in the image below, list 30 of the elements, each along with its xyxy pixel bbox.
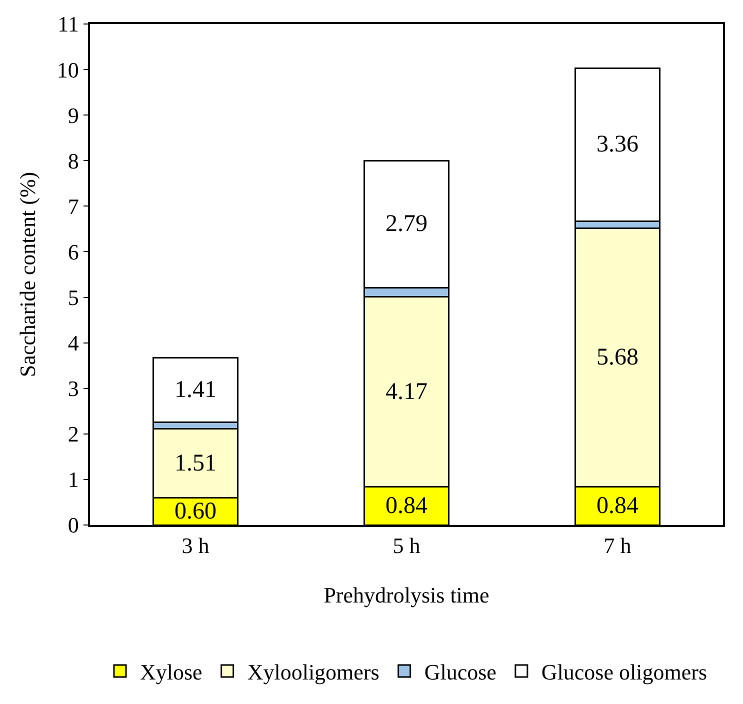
y-tick-label: 5: [68, 284, 79, 310]
data-label: 0.84: [596, 492, 638, 519]
data-label: 0.60: [174, 498, 216, 524]
y-tick-label: 6: [68, 239, 79, 264]
data-label: 3.36: [596, 132, 638, 158]
y-tick-label: 10: [56, 57, 79, 82]
y-tick-label: 9: [68, 102, 79, 128]
y-tick-label: 8: [68, 148, 79, 174]
data-label: 4.17: [386, 378, 428, 405]
legend-label: Glucose oligomers: [541, 660, 708, 685]
x-tick-label: 3 h: [182, 533, 210, 558]
y-tick-label: 3: [68, 376, 79, 402]
data-label: 5.68: [596, 344, 638, 370]
y-tick-label: 7: [68, 194, 79, 219]
x-tick-label: 7 h: [604, 533, 632, 558]
data-label: 2.79: [386, 211, 428, 238]
y-tick-label: 2: [68, 422, 79, 447]
legend-label: Xylooligomers: [247, 660, 380, 685]
y-tick-label: 4: [68, 330, 79, 356]
x-axis-title: Prehydrolysis time: [324, 582, 490, 608]
legend-label: Xylose: [140, 660, 202, 685]
y-tick-label: 0: [68, 512, 79, 538]
data-label: 1.51: [174, 450, 216, 476]
y-tick-label: 1: [68, 467, 79, 492]
legend-label: Glucose: [424, 660, 496, 685]
y-tick-label: 11: [58, 12, 79, 37]
y-axis-title: Saccharide content (%): [15, 172, 40, 378]
data-label: 0.84: [386, 492, 428, 519]
x-tick-label: 5 h: [392, 533, 420, 558]
data-label: 1.41: [174, 376, 216, 403]
